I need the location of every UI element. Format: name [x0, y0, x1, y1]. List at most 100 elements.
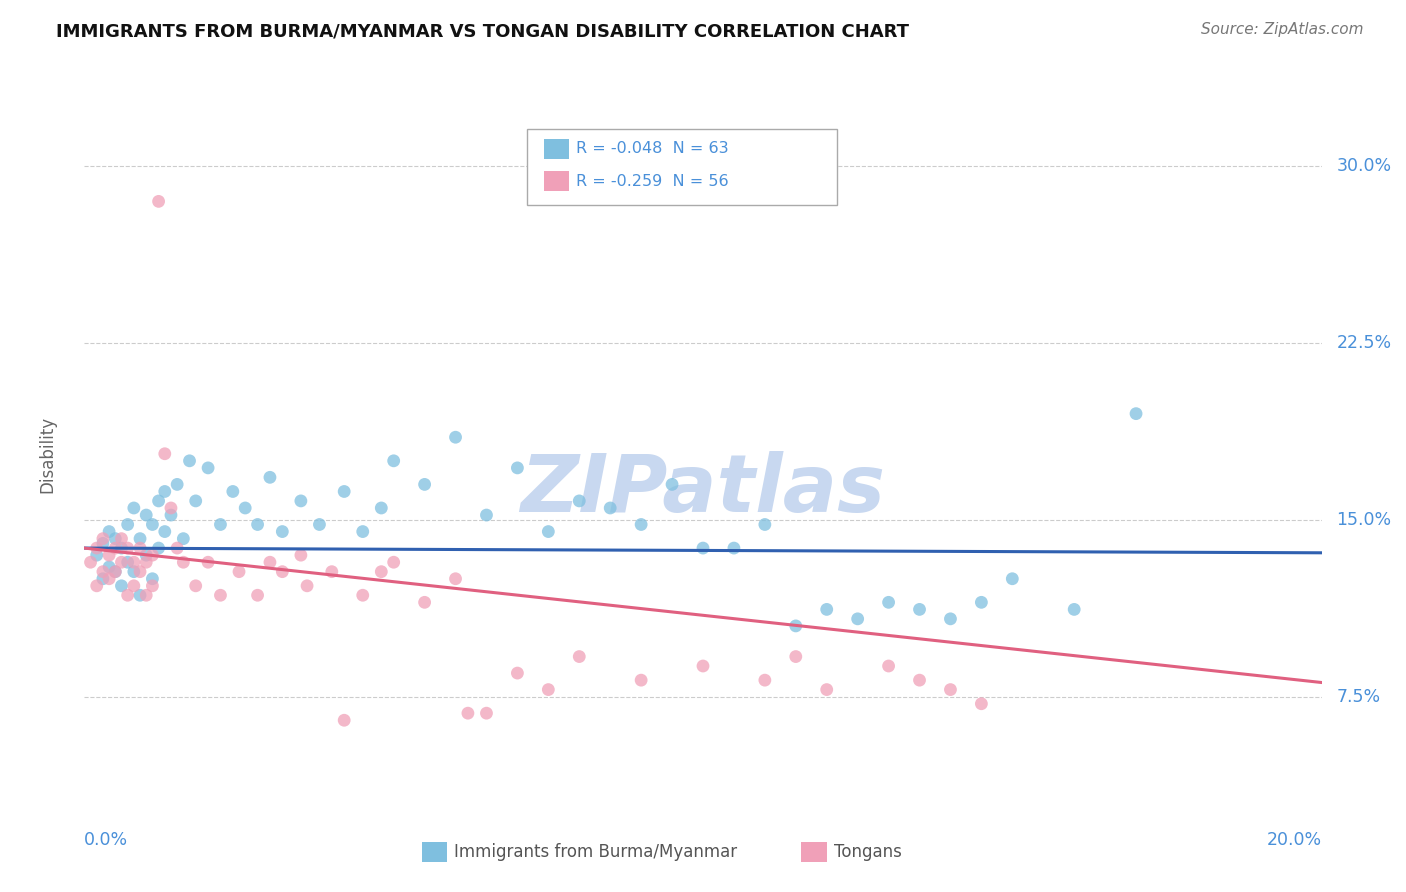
- Point: [86, 579, 108, 593]
- Point: [444, 572, 467, 586]
- Point: [179, 454, 201, 468]
- Point: [228, 565, 250, 579]
- Point: [259, 470, 281, 484]
- Point: [785, 619, 807, 633]
- Point: [908, 602, 931, 616]
- Text: 7.5%: 7.5%: [1337, 688, 1381, 706]
- Point: [148, 494, 170, 508]
- Point: [382, 454, 405, 468]
- Point: [630, 517, 652, 532]
- Text: Immigrants from Burma/Myanmar: Immigrants from Burma/Myanmar: [454, 843, 737, 861]
- Point: [104, 565, 127, 579]
- Point: [754, 517, 776, 532]
- Point: [122, 555, 145, 569]
- Point: [135, 555, 157, 569]
- Point: [153, 484, 176, 499]
- Point: [457, 706, 479, 721]
- Point: [506, 666, 529, 681]
- Point: [184, 579, 207, 593]
- Point: [129, 588, 152, 602]
- Point: [104, 565, 127, 579]
- Point: [148, 194, 170, 209]
- Point: [754, 673, 776, 688]
- Point: [939, 682, 962, 697]
- Point: [98, 524, 121, 539]
- Point: [815, 682, 838, 697]
- Point: [104, 541, 127, 555]
- Point: [723, 541, 745, 555]
- Point: [117, 555, 139, 569]
- Point: [160, 508, 183, 522]
- Point: [413, 595, 436, 609]
- Point: [117, 588, 139, 602]
- Text: Source: ZipAtlas.com: Source: ZipAtlas.com: [1201, 22, 1364, 37]
- Point: [333, 713, 356, 727]
- Point: [599, 500, 621, 515]
- Point: [290, 494, 312, 508]
- Point: [197, 555, 219, 569]
- Point: [444, 430, 467, 444]
- Point: [98, 572, 121, 586]
- Point: [209, 588, 232, 602]
- Point: [91, 536, 114, 550]
- Text: 20.0%: 20.0%: [1267, 830, 1322, 848]
- Point: [295, 579, 318, 593]
- Point: [382, 555, 405, 569]
- Point: [537, 682, 560, 697]
- Point: [908, 673, 931, 688]
- Point: [122, 500, 145, 515]
- Point: [86, 541, 108, 555]
- Text: R = -0.259  N = 56: R = -0.259 N = 56: [576, 174, 730, 188]
- Point: [141, 548, 163, 562]
- Point: [104, 532, 127, 546]
- Point: [129, 541, 152, 555]
- Point: [141, 572, 163, 586]
- Point: [233, 500, 256, 515]
- Point: [122, 565, 145, 579]
- Point: [308, 517, 330, 532]
- Point: [129, 565, 152, 579]
- Point: [172, 555, 194, 569]
- Point: [413, 477, 436, 491]
- Text: ZIPatlas: ZIPatlas: [520, 450, 886, 529]
- Point: [141, 579, 163, 593]
- Point: [246, 517, 269, 532]
- Point: [110, 555, 132, 569]
- Point: [98, 548, 121, 562]
- Point: [246, 588, 269, 602]
- Point: [846, 612, 869, 626]
- Point: [135, 588, 157, 602]
- Text: 15.0%: 15.0%: [1337, 511, 1392, 529]
- Text: 0.0%: 0.0%: [84, 830, 128, 848]
- Point: [98, 560, 121, 574]
- Point: [122, 579, 145, 593]
- Text: 30.0%: 30.0%: [1337, 157, 1392, 175]
- Text: 22.5%: 22.5%: [1337, 334, 1392, 351]
- Point: [1125, 407, 1147, 421]
- Point: [537, 524, 560, 539]
- Point: [271, 524, 294, 539]
- Point: [153, 447, 176, 461]
- Point: [568, 649, 591, 664]
- Point: [110, 541, 132, 555]
- Point: [370, 565, 392, 579]
- Text: Disability: Disability: [38, 417, 56, 493]
- Text: Tongans: Tongans: [834, 843, 901, 861]
- Point: [970, 595, 993, 609]
- Text: IMMIGRANTS FROM BURMA/MYANMAR VS TONGAN DISABILITY CORRELATION CHART: IMMIGRANTS FROM BURMA/MYANMAR VS TONGAN …: [56, 22, 910, 40]
- Point: [117, 517, 139, 532]
- Point: [661, 477, 683, 491]
- Point: [91, 572, 114, 586]
- Point: [692, 659, 714, 673]
- Point: [271, 565, 294, 579]
- Point: [877, 659, 900, 673]
- Point: [333, 484, 356, 499]
- Point: [785, 649, 807, 664]
- Point: [79, 555, 101, 569]
- Point: [877, 595, 900, 609]
- Point: [166, 541, 188, 555]
- Point: [141, 517, 163, 532]
- Point: [568, 494, 591, 508]
- Point: [91, 532, 114, 546]
- Point: [970, 697, 993, 711]
